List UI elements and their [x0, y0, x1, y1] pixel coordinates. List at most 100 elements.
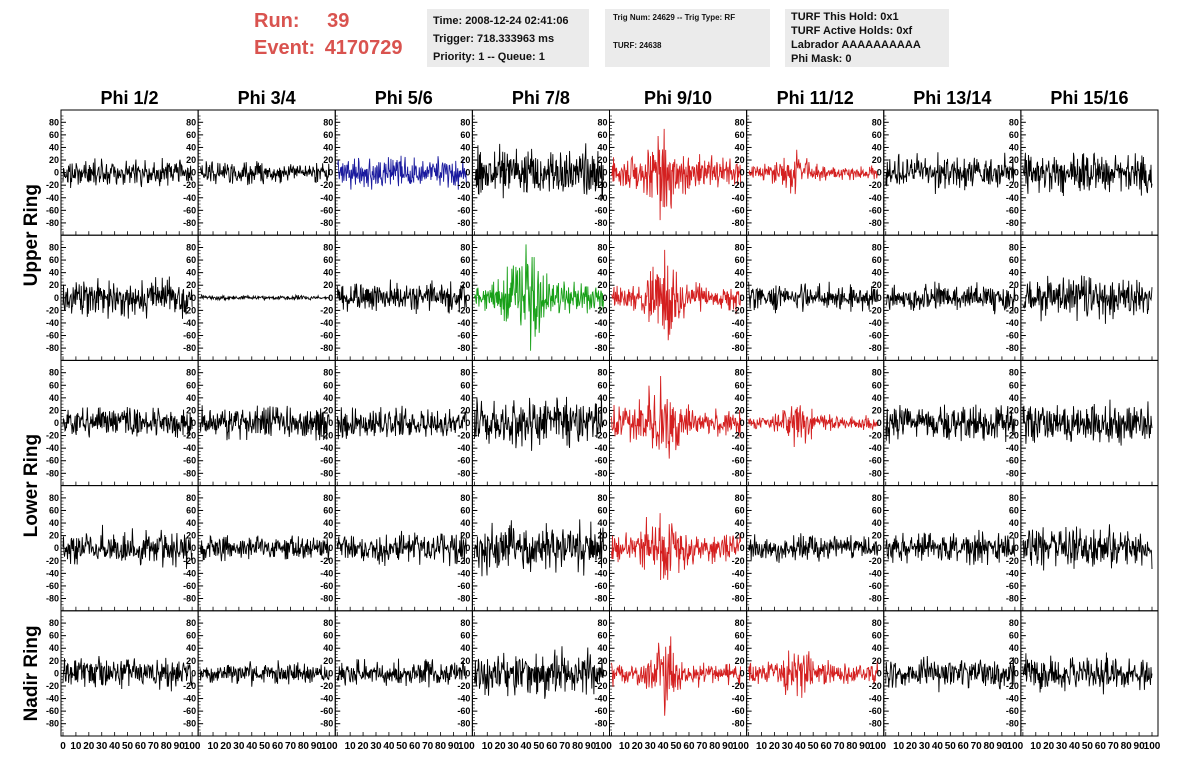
y-tick-label: -40 — [46, 568, 59, 578]
y-tick-label: -40 — [457, 193, 470, 203]
waveform-panel: 80 60 40 20 0 -20 -40 -60 -80 — [594, 485, 748, 612]
y-tick-label: -60 — [320, 456, 333, 466]
y-tick-label: 40 — [323, 518, 333, 528]
y-tick-label: -20 — [183, 556, 196, 566]
y-tick-label: 20 — [186, 656, 196, 666]
y-tick-label: 60 — [460, 631, 470, 641]
y-tick-label: -80 — [869, 343, 882, 353]
y-tick-label: -20 — [869, 180, 882, 190]
y-tick-label: -80 — [594, 218, 607, 228]
y-tick-label: 20 — [323, 531, 333, 541]
y-tick-label: -40 — [320, 318, 333, 328]
waveform-trace — [1022, 399, 1153, 446]
x-tick-label: 50 — [808, 741, 820, 752]
waveform-trace — [336, 279, 467, 314]
x-tick-label: 50 — [945, 741, 957, 752]
y-tick-label: 0 — [877, 668, 882, 678]
y-tick-label: 20 — [597, 155, 607, 165]
turf-info-panel: TURF This Hold: 0x1 TURF Active Holds: 0… — [785, 9, 949, 67]
y-tick-label: -40 — [457, 694, 470, 704]
y-tick-label: 40 — [460, 393, 470, 403]
y-tick-label: 60 — [49, 505, 59, 515]
turf-active-holds-text: TURF Active Holds: 0xf — [791, 25, 913, 37]
y-tick-label: -80 — [183, 594, 196, 604]
waveform-trace — [473, 519, 604, 577]
y-tick-label: 80 — [597, 368, 607, 378]
y-tick-label: -60 — [183, 706, 196, 716]
x-tick-label: 30 — [508, 741, 520, 752]
y-tick-label: 80 — [597, 117, 607, 127]
y-tick-label: -40 — [183, 443, 196, 453]
y-tick-label: -60 — [457, 581, 470, 591]
y-tick-label: 40 — [186, 518, 196, 528]
y-tick-label: -60 — [594, 205, 607, 215]
y-tick-label: 20 — [49, 531, 59, 541]
y-tick-label: 60 — [735, 505, 745, 515]
y-tick-label: 40 — [460, 518, 470, 528]
event-label: Event: — [254, 37, 316, 59]
x-tick-label: 10 — [207, 741, 219, 752]
y-tick-label: 0 — [740, 668, 745, 678]
waveform-panel: 80 60 40 20 0 -20 -40 -60 -80 — [869, 359, 1022, 487]
y-tick-label: 80 — [597, 493, 607, 503]
y-tick-label: 20 — [872, 531, 882, 541]
event-value: 4170729 — [324, 37, 403, 59]
y-tick-label: -60 — [1006, 581, 1019, 591]
y-tick-label: 0 — [877, 293, 882, 303]
y-tick-label: 0 — [740, 168, 745, 178]
y-tick-label: 60 — [49, 631, 59, 641]
y-tick-label: -60 — [1006, 706, 1019, 716]
y-tick-label: 80 — [323, 493, 333, 503]
y-tick-label: -40 — [594, 318, 607, 328]
y-tick-label: 80 — [597, 242, 607, 252]
x-tick-label: 80 — [1121, 741, 1133, 752]
y-tick-label: -20 — [732, 681, 745, 691]
turf-text: TURF: 24638 — [613, 41, 662, 50]
y-tick-label: -80 — [869, 218, 882, 228]
x-tick-label: 50 — [533, 741, 545, 752]
y-tick-label: -80 — [320, 343, 333, 353]
y-tick-label: 40 — [735, 142, 745, 152]
y-tick-label: -60 — [594, 581, 607, 591]
x-tick-label: 60 — [409, 741, 421, 752]
waveform-trace — [611, 636, 742, 716]
y-tick-label: -20 — [1006, 305, 1019, 315]
y-tick-label: -80 — [594, 343, 607, 353]
y-tick-label: 60 — [323, 631, 333, 641]
waveform-panel: 80 60 40 20 0 -20 -40 -60 -80 — [46, 485, 199, 612]
x-tick-label: 100 — [1144, 741, 1161, 752]
waveform-panel: 80 60 40 20 0 -20 -40 -60 -80 — [457, 359, 610, 487]
y-tick-label: -20 — [594, 431, 607, 441]
x-tick-label: 0 — [60, 741, 66, 752]
waveform-trace — [748, 281, 879, 314]
waveform-trace — [199, 660, 330, 687]
y-tick-label: 20 — [735, 656, 745, 666]
y-tick-label: 40 — [872, 393, 882, 403]
y-tick-label: 20 — [323, 405, 333, 415]
x-tick-label: 20 — [906, 741, 918, 752]
y-tick-label: 80 — [49, 242, 59, 252]
y-tick-label: 20 — [1009, 656, 1019, 666]
y-tick-label: 80 — [460, 493, 470, 503]
ring-label: Upper Ring — [21, 184, 42, 286]
y-tick-label: -80 — [1006, 468, 1019, 478]
x-tick-label: 20 — [358, 741, 370, 752]
y-tick-label: -60 — [183, 581, 196, 591]
trigger-text: Trigger: 718.333963 ms — [433, 33, 555, 45]
waveform-panel: 80 60 40 20 0 -20 -40 -60 -80 — [1006, 485, 1159, 612]
y-tick-label: -40 — [594, 193, 607, 203]
y-tick-label: -40 — [46, 193, 59, 203]
y-tick-label: 40 — [323, 643, 333, 653]
y-tick-label: 0 — [191, 293, 196, 303]
y-tick-label: 20 — [460, 656, 470, 666]
y-tick-label: -20 — [46, 305, 59, 315]
waveform-panel: 80 60 40 20 0 -20 -40 -60 -80 — [732, 610, 885, 737]
y-tick-label: 20 — [735, 155, 745, 165]
x-tick-label: 70 — [422, 741, 434, 752]
y-tick-label: -20 — [594, 305, 607, 315]
waveform-panel: 80 60 40 20 0 -20 -40 -60 -80 — [320, 109, 473, 236]
y-tick-label: -80 — [1006, 594, 1019, 604]
event-line: Event: 4170729 — [254, 35, 403, 62]
y-tick-label: -60 — [869, 706, 882, 716]
y-tick-label: 20 — [323, 280, 333, 290]
